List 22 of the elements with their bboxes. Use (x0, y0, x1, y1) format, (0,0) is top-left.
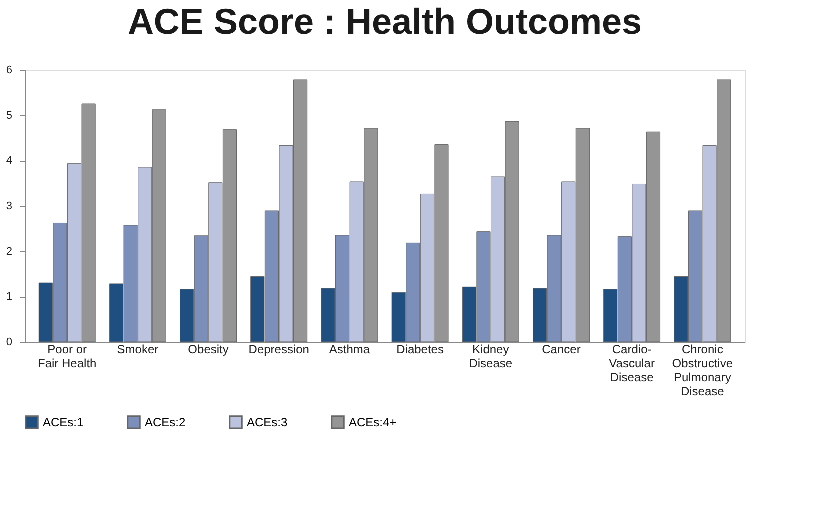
legend-label: ACEs:2 (145, 415, 186, 430)
x-tick-label: Kidney Disease (469, 342, 513, 370)
y-tick-label: 2 (6, 246, 12, 258)
x-tick-label: Obesity (188, 342, 229, 356)
legend-label: ACEs:4+ (349, 415, 397, 430)
x-tick-label: Depression (248, 342, 310, 356)
chart-title: ACE Score : Health Outcomes (128, 1, 642, 42)
x-tick-label: Diabetes (396, 342, 444, 356)
y-tick-label: 4 (6, 155, 12, 168)
x-tick-label: Poor or Fair Health (38, 342, 97, 370)
x-tick-label: Cardio-Vascular Disease (609, 342, 655, 384)
y-tick-label: 3 (6, 200, 12, 212)
legend-label: ACEs:1 (43, 415, 84, 430)
y-tick-label: 5 (6, 110, 12, 122)
y-tick-label: 1 (6, 291, 12, 304)
x-tick-label: Asthma (329, 342, 370, 356)
x-tick-label: Cancer (542, 342, 581, 356)
y-tick-label: 0 (6, 336, 12, 348)
y-tick-label: 6 (6, 64, 12, 76)
legend-label: ACEs:3 (247, 415, 288, 430)
x-tick-label: Smoker (117, 342, 159, 356)
x-tick-label: Chronic Obstructive Pulmonary Disease (672, 342, 734, 398)
